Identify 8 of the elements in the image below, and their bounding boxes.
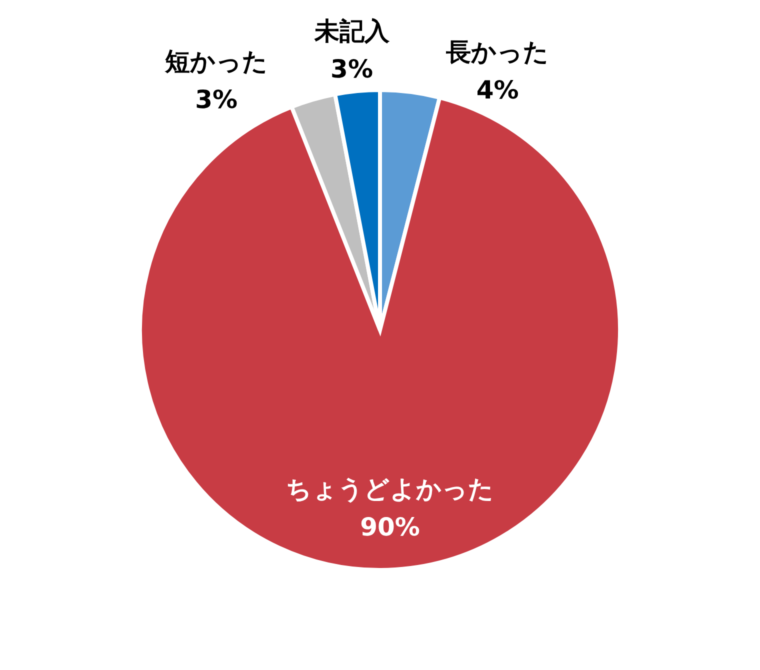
data-label: 3% — [195, 84, 238, 114]
slice-label: 短かった — [164, 46, 268, 76]
data-label: 3% — [330, 54, 373, 84]
slice-label: 未記入 — [313, 16, 390, 46]
data-label: 90% — [360, 512, 420, 542]
slice-label: 長かった — [445, 37, 550, 66]
slice-label: ちょうどよかった — [286, 474, 494, 504]
data-label: 4% — [476, 75, 519, 104]
